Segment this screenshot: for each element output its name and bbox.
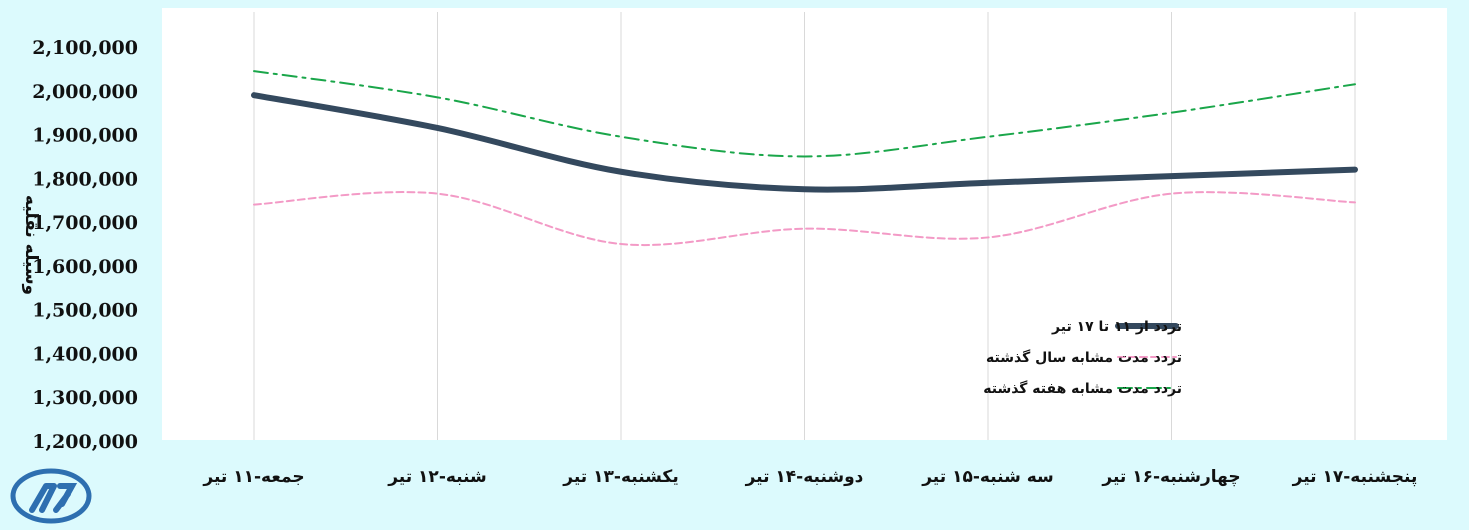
company-logo-icon: [2, 464, 96, 528]
y-tick-label: 1,500,000: [32, 300, 138, 322]
x-tick-label: جمعه-۱۱ تیر: [202, 467, 304, 487]
x-tick-label: چهارشنبه-۱۶ تیر: [1101, 467, 1240, 487]
x-tick-label: یکشنبه-۱۳ تیر: [562, 467, 678, 487]
legend-label: تردد مدت مشابه سال گذشته: [986, 349, 1182, 366]
series-lines: [251, 70, 1358, 247]
y-tick-label: 1,300,000: [32, 387, 138, 409]
x-tick-label: پنجشنبه-۱۷ تیر: [1292, 467, 1418, 487]
x-tick-label: شنبه-۱۲ تیر: [387, 467, 487, 487]
legend-label: تردد مدت مشابه هفته گذشته: [983, 380, 1182, 397]
y-tick-label: 1,900,000: [32, 125, 138, 147]
y-tick-label: 1,700,000: [32, 212, 138, 234]
x-tick-label: دوشنبه-۱۴ تیر: [745, 467, 864, 487]
y-axis-tick-labels: 1,200,000 1,300,000 1,400,000 1,500,000 1,60…: [32, 37, 138, 453]
vertical-gridlines: [253, 12, 1356, 440]
y-tick-label: 2,000,000: [32, 81, 138, 103]
series-line-0: [251, 92, 1358, 193]
legend: تردد از ۱۱ تا ۱۷ تیر تردد مدت مشابه سال گ…: [983, 319, 1182, 397]
y-tick-label: 2,100,000: [32, 37, 138, 59]
x-axis-tick-labels: جمعه-۱۱ تیر شنبه-۱۲ تیر یکشنبه-۱۳ تیر دوشنب…: [202, 467, 1417, 487]
y-axis-label: وسیله نقلیه: [21, 195, 41, 295]
legend-label: تردد از ۱۱ تا ۱۷ تیر: [1051, 319, 1182, 335]
y-tick-label: 1,200,000: [32, 431, 138, 453]
x-tick-label: سه شنبه-۱۵ تیر: [921, 467, 1054, 487]
series-line-2: [253, 70, 1356, 158]
y-tick-label: 1,400,000: [32, 343, 138, 365]
y-tick-label: 1,600,000: [32, 256, 138, 278]
y-tick-label: 1,800,000: [32, 168, 138, 190]
